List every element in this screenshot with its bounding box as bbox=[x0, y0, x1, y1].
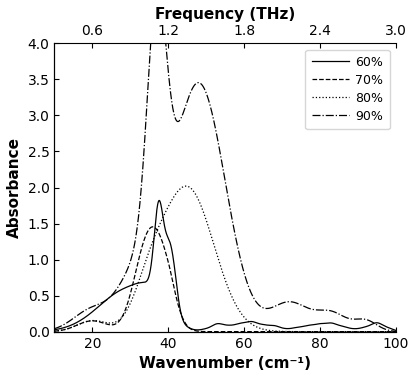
80% bbox=[52, 329, 57, 333]
X-axis label: Frequency (THz): Frequency (THz) bbox=[155, 7, 295, 22]
90% bbox=[350, 317, 355, 321]
70% bbox=[183, 321, 188, 325]
70% bbox=[394, 329, 399, 334]
80% bbox=[111, 321, 116, 325]
Line: 90%: 90% bbox=[54, 0, 396, 332]
90% bbox=[394, 329, 399, 334]
80% bbox=[350, 329, 355, 334]
90% bbox=[198, 81, 203, 85]
70% bbox=[111, 322, 116, 327]
60% bbox=[183, 322, 188, 327]
80% bbox=[91, 318, 96, 323]
80% bbox=[198, 201, 203, 206]
90% bbox=[52, 327, 57, 331]
90% bbox=[91, 304, 96, 308]
70% bbox=[350, 329, 355, 334]
60% bbox=[52, 327, 57, 332]
80% bbox=[183, 184, 188, 188]
90% bbox=[387, 328, 392, 333]
80% bbox=[394, 329, 399, 334]
90% bbox=[111, 291, 116, 296]
60% bbox=[387, 326, 392, 330]
Line: 70%: 70% bbox=[54, 227, 396, 332]
60% bbox=[394, 328, 399, 333]
Y-axis label: Absorbance: Absorbance bbox=[7, 137, 22, 238]
80% bbox=[183, 184, 188, 188]
70% bbox=[387, 329, 392, 334]
Line: 60%: 60% bbox=[54, 200, 396, 330]
90% bbox=[183, 104, 188, 109]
60% bbox=[157, 198, 162, 203]
60% bbox=[91, 309, 96, 313]
70% bbox=[150, 225, 155, 229]
60% bbox=[111, 292, 116, 297]
70% bbox=[91, 319, 96, 323]
Legend: 60%, 70%, 80%, 90%: 60%, 70%, 80%, 90% bbox=[305, 50, 390, 129]
60% bbox=[198, 327, 203, 332]
X-axis label: Wavenumber (cm⁻¹): Wavenumber (cm⁻¹) bbox=[139, 356, 311, 371]
60% bbox=[350, 326, 355, 331]
Line: 80%: 80% bbox=[54, 186, 396, 332]
70% bbox=[52, 329, 57, 333]
80% bbox=[387, 329, 392, 334]
70% bbox=[198, 329, 203, 334]
